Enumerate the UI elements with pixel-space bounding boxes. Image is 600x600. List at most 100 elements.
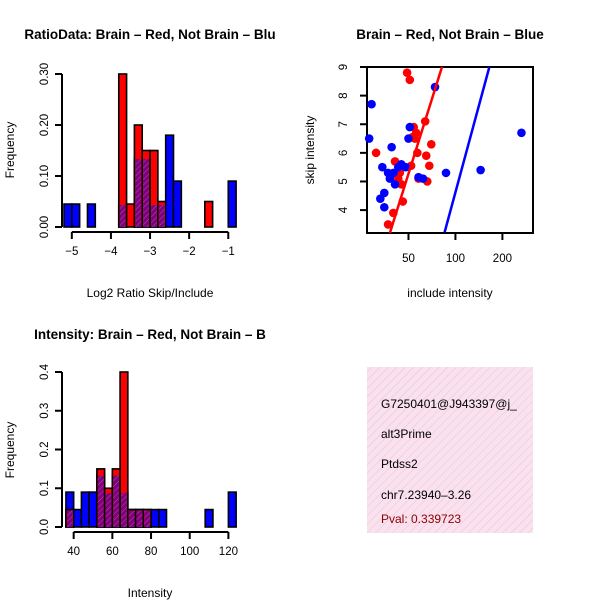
int-x-tick-label: 100 — [180, 546, 199, 558]
int-overlap-bar-4 — [121, 493, 127, 527]
int-y-tick-label: 0.1 — [39, 480, 51, 496]
scatter-y-axis-label: skip intensity — [303, 116, 317, 185]
intensity-x-axis-label: Intensity — [128, 586, 173, 600]
ratio-overlap-bar-4 — [158, 205, 165, 227]
intensity-bars — [65, 371, 237, 528]
ratio-notbrain-bar-10 — [227, 180, 237, 228]
scatter-notbrain-point-5 — [376, 194, 385, 203]
int-y-tick-label: 0.2 — [39, 442, 51, 458]
int-notbrain-bar-2 — [80, 491, 90, 528]
p-value: Pval: 0.339723 — [381, 512, 461, 526]
scatter-notbrain-point-10 — [405, 122, 415, 132]
ratio-x-tick-label: −5 — [65, 246, 78, 258]
scatter-notbrain-point-19 — [390, 180, 400, 189]
ratio-y-tick-label: 0.30 — [39, 63, 51, 85]
scatter-y-tick-label: 8 — [338, 92, 350, 98]
ratio-y-tick-label: 0.00 — [39, 216, 51, 238]
scatter-brain-point-1 — [405, 75, 415, 85]
scatter-notbrain-point-9 — [389, 168, 398, 178]
ratio-x-tick-label: −1 — [222, 246, 235, 258]
int-notbrain-bar-3 — [88, 491, 98, 528]
scatter-y-tick-label: 7 — [338, 121, 350, 127]
ratio-histogram-panel: RatioData: Brain – Red, Not Brain – Blu … — [3, 27, 276, 300]
scatter-brain-point-4 — [421, 151, 431, 161]
scatter-x-tick-label: 200 — [493, 253, 512, 265]
scatter-notbrain-point-12 — [404, 134, 413, 143]
ratio-x-axis: −5 −4 −3 −2 −1 — [65, 231, 235, 258]
ratio-brain-bar-0 — [117, 73, 128, 228]
ratio-overlap-bar-0 — [119, 205, 126, 227]
int-notbrain-bar-1 — [72, 508, 83, 528]
ratio-brain-bar-6 — [204, 200, 214, 228]
intensity-x-axis: 40 60 80 100 120 — [67, 531, 238, 558]
scatter-brain-point-18 — [371, 148, 381, 158]
scatter-x-axis: 50 100 200 — [402, 232, 512, 265]
scatter-brain-fit-line — [388, 66, 444, 234]
ratio-x-tick-label: −3 — [143, 246, 156, 258]
scatter-brain-point-0 — [402, 68, 412, 78]
int-overlap-bar-3 — [113, 475, 120, 527]
scatter-chart-title: Brain – Red, Not Brain – Blue — [356, 27, 544, 42]
ratio-overlap-bar-3 — [151, 205, 157, 227]
int-x-tick-label: 60 — [106, 546, 119, 558]
scatter-notbrain-point-16 — [441, 168, 451, 178]
scatter-fit-lines — [388, 66, 491, 234]
ratio-notbrain-bar-1 — [71, 203, 81, 228]
scatter-y-tick-label: 6 — [338, 150, 350, 156]
ratio-overlap-bar-2 — [143, 159, 150, 227]
int-notbrain-bar-11 — [150, 508, 160, 528]
ratio-y-axis: 0.00 0.10 0.20 0.30 — [39, 63, 63, 238]
scatter-y-axis: 4 5 6 7 8 9 — [338, 64, 367, 213]
scatter-x-tick-label: 50 — [402, 253, 415, 265]
scatter-x-axis-label: include intensity — [407, 286, 492, 300]
info-box-background — [367, 367, 533, 533]
intensity-y-axis: 0.0 0.1 0.2 0.3 0.4 — [39, 363, 63, 535]
event-id: G7250401@J943397@j_ — [381, 397, 517, 411]
scatter-notbrain-point-20 — [414, 172, 423, 182]
scatter-notbrain-point-18 — [517, 128, 526, 138]
int-y-tick-label: 0.4 — [39, 363, 51, 380]
ratio-x-tick-label: −4 — [104, 246, 118, 258]
ratio-brain-bar-1 — [125, 203, 136, 228]
scatter-notbrain-point-0 — [367, 99, 376, 109]
ratio-bars — [63, 73, 237, 228]
int-notbrain-bar-14 — [227, 491, 237, 528]
int-overlap-bar-0 — [66, 510, 73, 527]
scatter-brain-point-16 — [383, 220, 393, 229]
int-notbrain-bar-13 — [204, 508, 214, 528]
scatter-y-tick-label: 4 — [338, 206, 350, 213]
ratio-x-tick-label: −2 — [183, 246, 196, 258]
scatter-brain-point-21 — [410, 134, 420, 143]
scatter-notbrain-point-17 — [476, 165, 485, 175]
scatter-y-tick-label: 9 — [338, 64, 350, 70]
int-overlap-bar-1 — [97, 475, 104, 527]
intensity-histogram-panel: Intensity: Brain – Red, Not Brain – B 40… — [3, 327, 266, 600]
scatter-notbrain-point-21 — [393, 162, 403, 172]
intensity-y-axis-label: Frequency — [3, 422, 17, 479]
ratio-chart-title: RatioData: Brain – Red, Not Brain – Blu — [24, 27, 275, 42]
ratio-y-tick-label: 0.20 — [39, 114, 51, 136]
int-y-tick-label: 0.0 — [39, 519, 51, 535]
intensity-scatter-panel: Brain – Red, Not Brain – Blue 50 100 200 4… — [303, 27, 544, 300]
int-overlap-bar-2 — [105, 493, 112, 527]
int-overlap-bar-5 — [128, 510, 135, 527]
ratio-y-axis-label: Frequency — [3, 122, 17, 179]
scatter-x-tick-label: 100 — [446, 253, 465, 265]
scatter-notbrain-point-2 — [378, 162, 387, 172]
int-y-tick-label: 0.3 — [39, 403, 51, 419]
event-info-panel: G7250401@J943397@j_ alt3Prime Ptdss2 chr… — [367, 367, 533, 533]
scatter-brain-point-7 — [426, 139, 436, 149]
event-type: alt3Prime — [381, 427, 432, 441]
scatter-notbrain-fit-line — [443, 66, 491, 234]
scatter-brain-point-5 — [425, 161, 434, 171]
int-x-tick-label: 80 — [145, 546, 158, 558]
scatter-notbrain-point-7 — [387, 142, 396, 152]
intensity-chart-title: Intensity: Brain – Red, Not Brain – B — [34, 327, 266, 342]
scatter-y-tick-label: 5 — [338, 178, 350, 184]
ratio-notbrain-bar-0 — [63, 203, 73, 228]
ratio-notbrain-bar-8 — [164, 134, 175, 228]
gene-name: Ptdss2 — [381, 457, 418, 471]
int-overlap-bar-7 — [144, 510, 151, 527]
ratio-notbrain-bar-9 — [172, 180, 183, 228]
